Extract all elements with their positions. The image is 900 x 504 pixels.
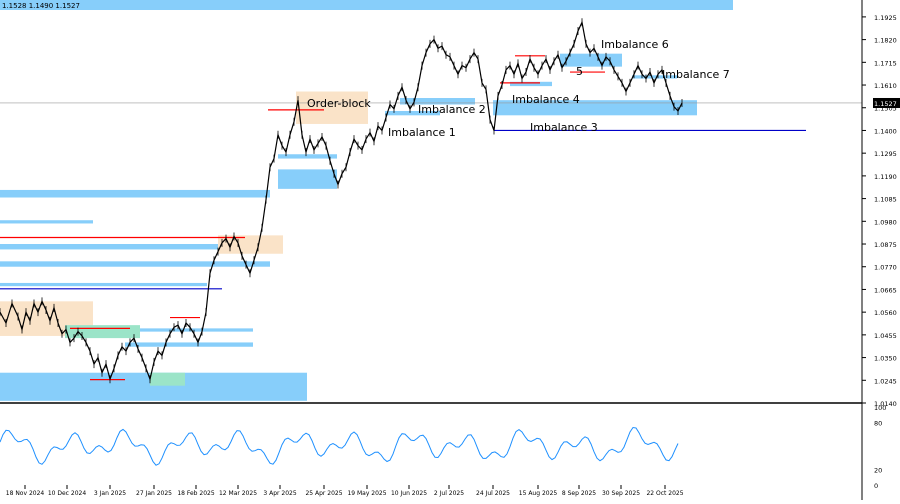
x-tick-label-0: 18 Nov 2024 [6, 490, 45, 497]
x-tick-label-7: 25 Apr 2025 [305, 490, 342, 497]
zone-9 [65, 325, 140, 339]
x-tick-label-14: 30 Sep 2025 [602, 490, 640, 497]
y-tick-label-2: 1.1715 [874, 59, 897, 67]
zone-12 [278, 154, 337, 159]
y-tick-label-1: 1.1820 [874, 37, 897, 45]
y-tick-label-12: 1.0665 [874, 286, 897, 294]
y-tick-label-15: 1.0350 [874, 355, 897, 363]
x-tick-label-9: 10 Jun 2025 [391, 490, 427, 497]
zones-layer [0, 0, 733, 401]
rsi-line [0, 426, 679, 466]
zone-14 [296, 91, 368, 124]
x-tick-label-6: 3 Apr 2025 [263, 490, 296, 497]
rsi-label-2: 20 [874, 466, 882, 474]
zone-6 [125, 328, 253, 332]
zone-13 [278, 169, 337, 189]
x-tick-label-12: 15 Aug 2025 [519, 490, 558, 497]
zone-17 [493, 100, 697, 116]
x-tick-label-4: 18 Feb 2025 [177, 490, 215, 497]
x-tick-label-15: 22 Oct 2025 [646, 490, 683, 497]
price-tag [873, 97, 900, 108]
y-tick-label-13: 1.0560 [874, 309, 897, 317]
rsi-panel: 100 80 20 0 [0, 404, 886, 490]
zone-2 [0, 244, 270, 250]
y-tick-label-7: 1.1190 [874, 173, 897, 181]
annotation-1: Imbalance 1 [388, 126, 456, 139]
annotation-3: Imbalance 3 [530, 121, 598, 134]
y-tick-label-17: 1.0140 [874, 400, 897, 408]
zone-20 [632, 75, 677, 79]
rsi-label-0: 100 [874, 404, 886, 412]
x-tick-label-1: 10 Dec 2024 [48, 490, 87, 497]
y-tick-label-9: 1.0980 [874, 218, 897, 226]
annotation-0: Order-block [307, 97, 371, 110]
y-tick-label-8: 1.1085 [874, 196, 897, 204]
annotation-4: Imbalance 4 [512, 93, 580, 106]
annotation-7: Imbalance 7 [662, 68, 730, 81]
x-tick-label-13: 8 Sep 2025 [562, 490, 596, 497]
x-tick-label-11: 24 Jul 2025 [476, 490, 510, 497]
y-tick-label-10: 1.0875 [874, 241, 897, 249]
levels-layer [0, 55, 862, 381]
y-tick-label-4: 1.1505 [874, 105, 897, 113]
annotation-2: Imbalance 2 [418, 103, 486, 116]
price-layer [0, 18, 683, 384]
rsi-frame [0, 407, 862, 485]
zone-16 [400, 98, 475, 105]
price-series [0, 20, 683, 382]
rsi-label-1: 80 [874, 420, 882, 428]
y-tick-label-0: 1.1925 [874, 14, 897, 22]
zone-0 [0, 189, 270, 198]
price-tag-label: 1.1527 [874, 100, 897, 108]
zone-1 [0, 220, 93, 224]
x-tick-label-3: 27 Jan 2025 [136, 490, 172, 497]
zone-3 [0, 261, 270, 267]
annotation-5: 5 [576, 65, 583, 78]
x-tick-label-10: 2 Jul 2025 [434, 490, 464, 497]
zone-top-banner [0, 0, 733, 10]
y-tick-label-3: 1.1610 [874, 82, 897, 90]
zone-15 [385, 110, 440, 116]
y-tick-label-16: 1.0245 [874, 377, 897, 385]
annotations-layer: Order-block Imbalance 1 Imbalance 2 Imbalan… [307, 38, 730, 139]
y-tick-label-14: 1.0455 [874, 332, 897, 340]
y-tick-label-11: 1.0770 [874, 264, 897, 272]
zone-10 [150, 372, 185, 386]
zone-4 [0, 282, 207, 287]
zone-7 [125, 342, 253, 347]
ohlc-readout: 1.1528 1.1490 1.1527 [2, 2, 80, 10]
annotation-6: Imbalance 6 [601, 38, 669, 51]
x-tick-label-2: 3 Jan 2025 [94, 490, 126, 497]
rsi-label-3: 0 [874, 482, 878, 490]
y-tick-label-5: 1.1400 [874, 127, 897, 135]
x-tick-label-8: 19 May 2025 [347, 490, 386, 497]
x-tick-label-5: 12 Mar 2025 [219, 490, 257, 497]
zone-19 [560, 53, 622, 67]
zone-18 [510, 81, 552, 87]
y-tick-label-6: 1.1295 [874, 150, 897, 158]
